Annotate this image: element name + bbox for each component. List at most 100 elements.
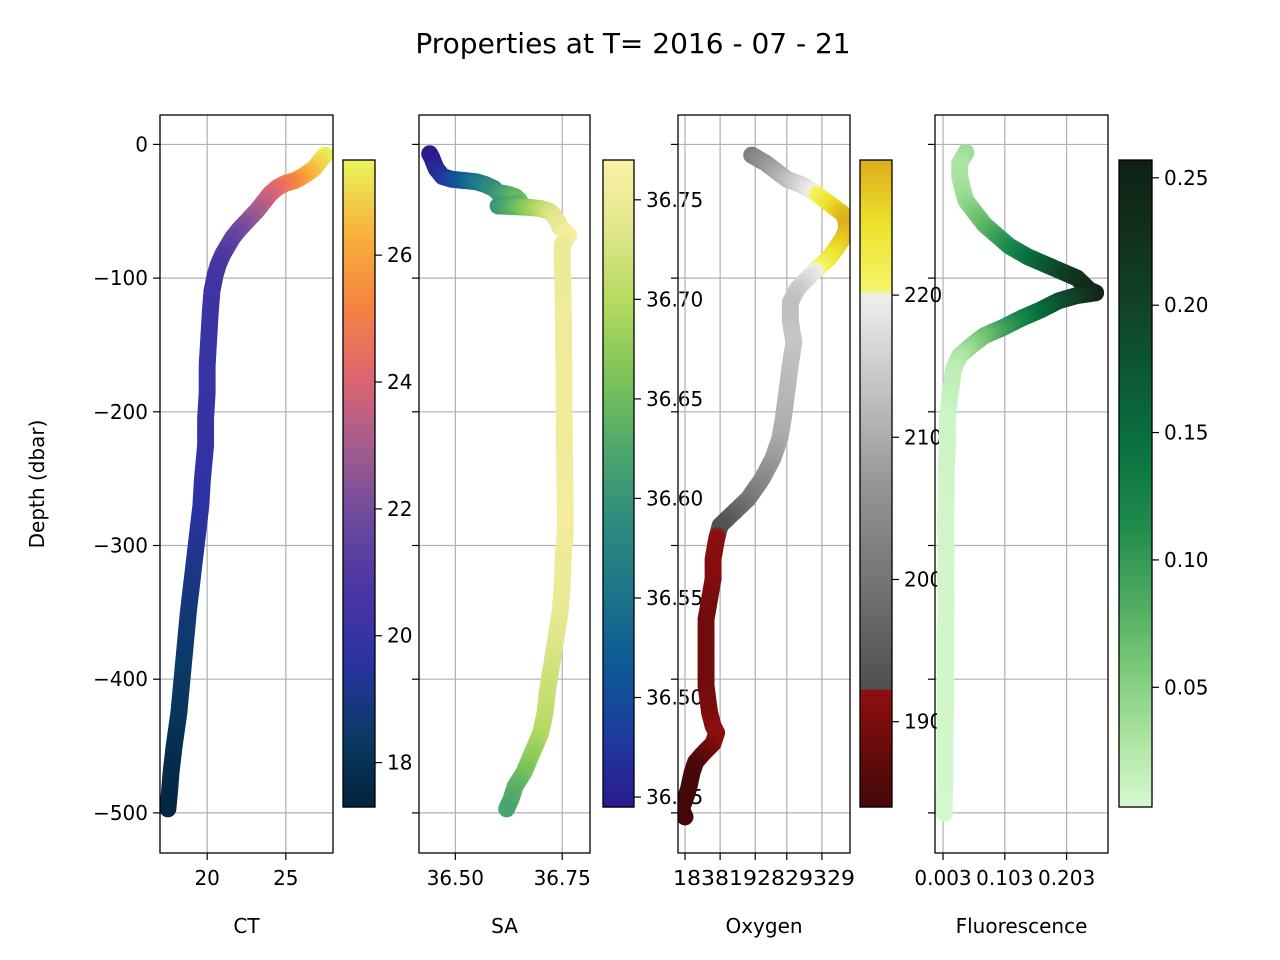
colorbar-segment <box>603 212 634 218</box>
colorbar-segment <box>343 168 375 173</box>
colorbar-segment <box>860 329 892 335</box>
colorbar-segment <box>860 738 892 743</box>
colorbar-segment <box>1119 592 1152 598</box>
colorbar-segment <box>860 455 892 460</box>
colorbar-segment <box>860 418 892 424</box>
colorbar-segment <box>343 540 375 545</box>
colorbar-segment <box>603 487 634 493</box>
colorbar-segment <box>1119 536 1152 541</box>
colorbar-segment <box>603 588 634 594</box>
colorbar-segment <box>603 790 634 796</box>
colorbar-segment <box>1119 604 1152 610</box>
x-axis-label: SA <box>491 914 518 938</box>
colorbar-segment <box>1119 588 1152 594</box>
colorbar-segment <box>343 738 375 743</box>
colorbar-segment <box>860 620 892 626</box>
colorbar-segment <box>860 499 892 505</box>
colorbar-segment <box>343 240 375 246</box>
colorbar-segment <box>1119 718 1152 723</box>
colorbar-segment <box>343 467 375 472</box>
colorbar-segment <box>1119 677 1152 683</box>
colorbar-segment <box>1119 734 1152 739</box>
axes-frame <box>934 114 1109 854</box>
colorbar-segment <box>1119 556 1152 561</box>
colorbar-segment <box>860 305 892 311</box>
colorbar-segment <box>343 552 375 557</box>
colorbar-segment <box>603 253 634 258</box>
panel-fluorescence: 0.003 0.103 0.203Fluorescence0.050.100.150… <box>914 114 1209 938</box>
colorbar-segment <box>343 637 375 642</box>
colorbar-segment <box>343 673 375 679</box>
colorbar-segment <box>343 726 375 731</box>
axes-frame <box>418 114 591 854</box>
colorbar-segment <box>343 439 375 444</box>
colorbar-segment <box>1119 726 1152 731</box>
colorbar-segment <box>860 265 892 270</box>
colorbar-segment <box>343 350 375 355</box>
colorbar-segment <box>1119 511 1152 517</box>
colorbar-segment <box>1119 778 1152 784</box>
colorbar-segment <box>860 321 892 327</box>
colorbar-segment <box>603 697 634 703</box>
colorbar-segment <box>1119 495 1152 501</box>
colorbar-segment <box>860 422 892 428</box>
colorbar-segment <box>1119 313 1152 319</box>
colorbar-segment <box>860 386 892 392</box>
colorbar-segment <box>603 540 634 545</box>
colorbar-segment <box>343 661 375 667</box>
colorbar-segment <box>603 200 634 206</box>
colorbar-segment <box>1119 786 1152 792</box>
colorbar-segment <box>603 685 634 691</box>
colorbar-segment <box>860 564 892 570</box>
colorbar-segment <box>1119 216 1152 222</box>
colorbar-segment <box>860 479 892 485</box>
colorbar-segment <box>603 471 634 477</box>
colorbar-segment <box>343 382 375 388</box>
colorbar-segment <box>343 766 375 772</box>
colorbar-segment <box>860 625 892 630</box>
colorbar-segment <box>603 527 634 533</box>
colorbar-segment <box>343 758 375 764</box>
colorbar-segment <box>603 321 634 327</box>
colorbar-segment <box>343 649 375 654</box>
colorbar-segment <box>343 604 375 610</box>
colorbar-segment <box>1119 544 1152 549</box>
colorbar-segment <box>343 370 375 375</box>
colorbar-tick-label: 18 <box>387 751 412 775</box>
colorbar-segment <box>603 293 634 299</box>
colorbar-segment <box>603 297 634 303</box>
colorbar-segment <box>343 532 375 537</box>
colorbar-segment <box>343 216 375 222</box>
colorbar-frame <box>1118 159 1153 808</box>
colorbar-segment <box>343 742 375 747</box>
colorbar-segment <box>1119 269 1152 274</box>
colorbar-segment <box>860 362 892 367</box>
colorbar-segment <box>1119 184 1152 189</box>
colorbar-segment <box>343 633 375 638</box>
colorbar-segment <box>860 661 892 667</box>
colorbar-segment <box>1119 350 1152 355</box>
colorbar-segment <box>1119 487 1152 493</box>
colorbar-segment <box>343 697 375 703</box>
colorbar-segment <box>343 762 375 768</box>
colorbar-segment <box>860 463 892 468</box>
colorbar-segment <box>1119 629 1152 634</box>
colorbar-segment <box>603 742 634 747</box>
colorbar-segment <box>1119 641 1152 646</box>
colorbar-segment <box>860 212 892 218</box>
colorbar-segment <box>603 374 634 379</box>
colorbar-segment <box>860 253 892 258</box>
colorbar-segment <box>1119 560 1152 565</box>
colorbar-segment <box>603 507 634 513</box>
colorbar-segment <box>343 451 375 456</box>
colorbar-segment <box>1119 188 1152 193</box>
colorbar-segment <box>603 261 634 266</box>
colorbar-segment <box>1119 240 1152 246</box>
colorbar-segment <box>343 778 375 784</box>
colorbar-tick-label: 22 <box>387 497 412 521</box>
colorbar-segment <box>343 354 375 359</box>
colorbar-segment <box>343 253 375 258</box>
colorbar-segment <box>860 426 892 432</box>
colorbar-segment <box>603 730 634 735</box>
colorbar-segment <box>860 475 892 481</box>
